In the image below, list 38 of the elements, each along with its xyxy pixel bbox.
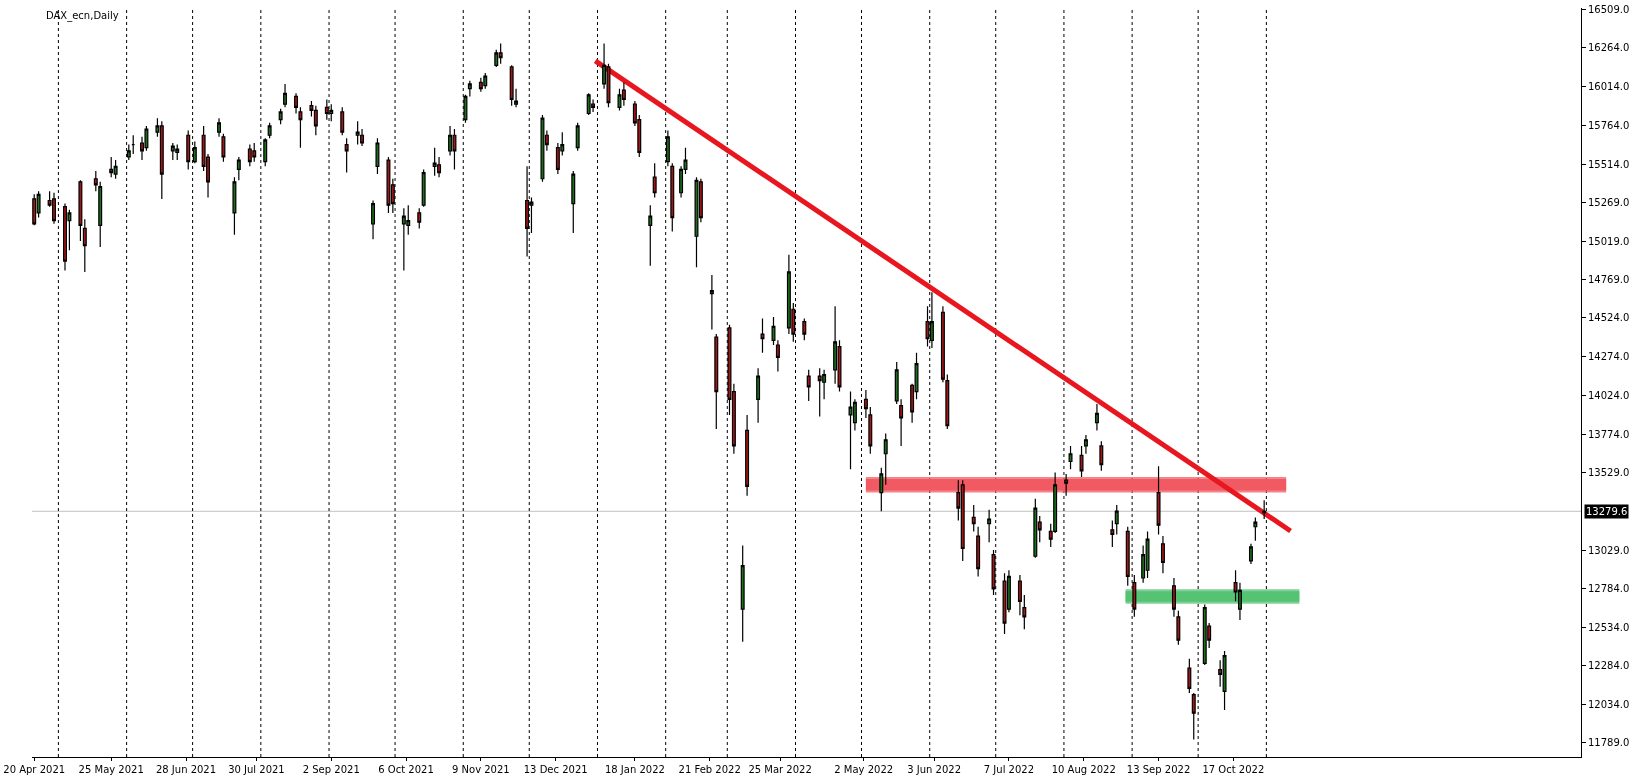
x-tick-label: 9 Nov 2021 [452, 764, 510, 775]
x-tick-label: 25 May 2021 [78, 764, 144, 775]
y-tick-label: 14769.0 [1588, 274, 1630, 286]
x-tick-label: 30 Jul 2021 [228, 764, 285, 775]
y-tick-label: 12284.0 [1588, 660, 1630, 672]
x-tick-label: 2 Sep 2021 [302, 764, 360, 775]
y-tick-label: 15514.0 [1588, 158, 1630, 170]
y-tick-label: 16014.0 [1588, 80, 1630, 92]
x-tick-label: 2 May 2022 [834, 764, 894, 775]
x-tick-label: 10 Aug 2022 [1051, 764, 1116, 775]
chart-title: DAX_ecn,Daily [46, 10, 119, 22]
y-tick-label: 16509.0 [1588, 4, 1630, 16]
x-tick-label: 7 Jul 2022 [983, 764, 1035, 775]
x-tick-label: 13 Sep 2022 [1126, 764, 1191, 775]
y-tick-label: 16264.0 [1588, 42, 1630, 54]
x-tick-label: 18 Jan 2022 [604, 764, 665, 775]
y-tick-label: 14024.0 [1588, 390, 1630, 402]
y-tick-label: 14524.0 [1588, 312, 1630, 324]
x-tick-label: 13 Dec 2021 [523, 764, 588, 775]
y-tick-label: 13529.0 [1588, 467, 1630, 479]
x-tick-label: 17 Oct 2022 [1202, 764, 1265, 775]
y-tick-label: 12034.0 [1588, 699, 1630, 711]
x-tick-label: 28 Jun 2021 [155, 764, 217, 775]
y-tick-label: 15269.0 [1588, 196, 1630, 208]
y-tick-label: 12784.0 [1588, 582, 1630, 594]
y-tick-label: 15019.0 [1588, 235, 1630, 247]
ref-line-label: 13279.6 [1586, 506, 1628, 517]
y-tick-label: 12534.0 [1588, 621, 1630, 633]
y-tick-label: 13774.0 [1588, 428, 1630, 440]
y-tick-label: 11789.0 [1588, 737, 1630, 749]
x-tick-label: 21 Feb 2022 [678, 764, 741, 775]
x-tick-label: 6 Oct 2021 [378, 764, 434, 775]
y-tick-label: 13029.0 [1588, 544, 1630, 556]
x-tick-label: 20 Apr 2021 [3, 764, 66, 775]
x-tick-label: 25 Mar 2022 [748, 764, 812, 775]
x-tick-label: 3 Jun 2022 [907, 764, 962, 775]
y-tick-label: 15764.0 [1588, 119, 1630, 131]
y-tick-label: 14274.0 [1588, 351, 1630, 363]
